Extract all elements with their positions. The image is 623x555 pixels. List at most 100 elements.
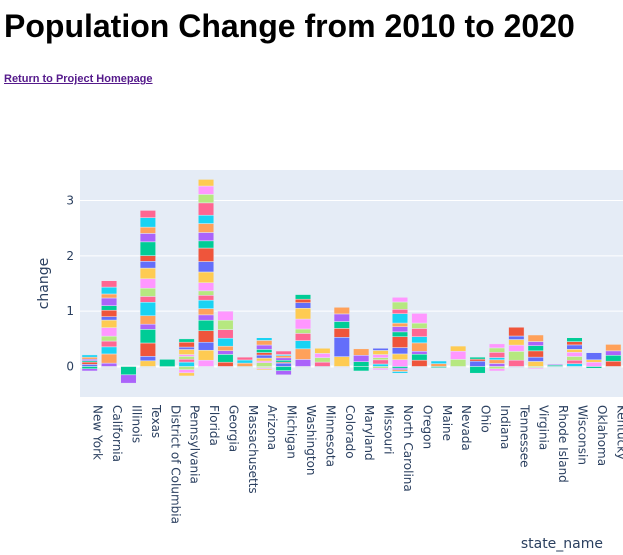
x-axis-title: state_name bbox=[521, 536, 603, 552]
bar-segment bbox=[178, 349, 195, 355]
bar-segment bbox=[101, 297, 118, 306]
bar-segment bbox=[217, 361, 234, 367]
bar-segment bbox=[411, 342, 428, 352]
bar-segment bbox=[391, 353, 408, 360]
x-tick-label: Florida bbox=[207, 405, 221, 446]
bar-segment bbox=[566, 341, 583, 346]
bar-segment bbox=[411, 322, 428, 329]
bar-segment bbox=[217, 350, 234, 355]
y-tick-label: 1 bbox=[66, 304, 74, 318]
bar-segment bbox=[178, 358, 195, 363]
bar-segment bbox=[353, 355, 370, 362]
bar-segment bbox=[101, 316, 118, 321]
bar-segment bbox=[236, 359, 253, 364]
bar-segment-negative bbox=[178, 372, 195, 377]
bar-segment bbox=[430, 363, 447, 367]
bar-segment bbox=[391, 336, 408, 348]
bar-segment bbox=[527, 356, 544, 362]
x-tick-label: Michigan bbox=[285, 405, 299, 459]
bar-segment-negative bbox=[256, 368, 273, 371]
bar-segment bbox=[295, 359, 312, 367]
bar-segment bbox=[198, 261, 215, 273]
bar-segment-negative bbox=[81, 366, 98, 370]
bar-segment bbox=[391, 326, 408, 333]
bar-segment bbox=[101, 340, 118, 348]
bar-segment bbox=[275, 357, 292, 361]
bar-segment bbox=[488, 359, 505, 364]
x-tick-label: Massachusetts bbox=[246, 405, 260, 494]
bar-segment-negative bbox=[217, 367, 234, 369]
bar-segment bbox=[527, 361, 544, 367]
bar-segment-negative bbox=[353, 366, 370, 372]
bar-segment bbox=[450, 350, 467, 360]
bar-segment bbox=[178, 346, 195, 350]
bar-segment bbox=[372, 357, 389, 361]
bar-segment bbox=[391, 322, 408, 327]
bar-segment bbox=[372, 363, 389, 367]
bar-segment bbox=[508, 339, 525, 346]
bar-segment bbox=[508, 344, 525, 352]
bar-segment bbox=[101, 362, 118, 367]
x-tick-label: Colorado bbox=[343, 405, 357, 459]
x-tick-label: Indiana bbox=[498, 405, 512, 449]
bar-segment bbox=[488, 347, 505, 353]
bar-segment bbox=[198, 232, 215, 242]
bar-segment bbox=[391, 301, 408, 310]
bar-segment bbox=[256, 354, 273, 359]
bar-segment bbox=[295, 298, 312, 303]
x-tick-label: Tennessee bbox=[517, 404, 531, 468]
chart-container: 0 1 2 3 change New York California Illinois Texa… bbox=[0, 160, 623, 555]
bar-segment bbox=[391, 359, 408, 367]
bar-segment bbox=[275, 360, 292, 363]
bar-segment bbox=[411, 351, 428, 355]
bar-segment bbox=[198, 282, 215, 292]
bar-segment bbox=[198, 341, 215, 351]
bar-segment bbox=[527, 341, 544, 346]
bar-segment bbox=[198, 314, 215, 321]
bar-segment bbox=[585, 359, 602, 363]
x-tick-label: Missouri bbox=[382, 405, 396, 454]
bar-segment bbox=[101, 346, 118, 355]
bar-segment bbox=[217, 354, 234, 363]
bar-segment bbox=[198, 295, 215, 301]
return-home-link[interactable]: Return to Project Homepage bbox=[4, 73, 153, 85]
bar-segment bbox=[372, 354, 389, 358]
bar-segment bbox=[295, 340, 312, 350]
bar-segment bbox=[139, 241, 156, 256]
bar-segment bbox=[139, 267, 156, 280]
bar-segment bbox=[81, 364, 98, 367]
bar-segment bbox=[159, 359, 176, 367]
bar-segment bbox=[198, 359, 215, 367]
bar-segment bbox=[372, 359, 389, 365]
bar-segment bbox=[314, 357, 331, 363]
bar-segment-negative bbox=[295, 367, 312, 369]
x-tick-label: Washington bbox=[304, 405, 318, 476]
bar-segment-negative bbox=[566, 367, 583, 369]
bar-segment bbox=[450, 359, 467, 367]
bar-segment bbox=[81, 356, 98, 360]
bar-segment bbox=[139, 287, 156, 297]
bar-segment bbox=[256, 344, 273, 350]
bar-segment bbox=[585, 352, 602, 361]
x-tick-label: Wisconsin bbox=[576, 405, 590, 465]
bar-segment bbox=[101, 319, 118, 328]
bar-segment bbox=[178, 361, 195, 367]
bar-segment bbox=[411, 359, 428, 367]
bar-segment-negative bbox=[101, 368, 118, 370]
bar-segment bbox=[198, 202, 215, 216]
x-tick-label: Maryland bbox=[362, 405, 376, 461]
bar-segment bbox=[101, 305, 118, 311]
bar-segment-negative bbox=[450, 366, 467, 368]
bar-segment bbox=[295, 328, 312, 334]
bar-segment bbox=[236, 356, 253, 361]
y-tick-label: 3 bbox=[66, 193, 74, 207]
bar-segment bbox=[256, 352, 273, 356]
x-tick-label: Maine bbox=[440, 405, 454, 441]
bar-segment bbox=[295, 302, 312, 309]
bar-segment bbox=[275, 362, 292, 367]
bar-segment bbox=[139, 261, 156, 269]
bar-segment bbox=[391, 331, 408, 337]
bar-segment-negative bbox=[314, 366, 331, 368]
bar-segment bbox=[605, 344, 622, 352]
bar-segment bbox=[217, 329, 234, 339]
